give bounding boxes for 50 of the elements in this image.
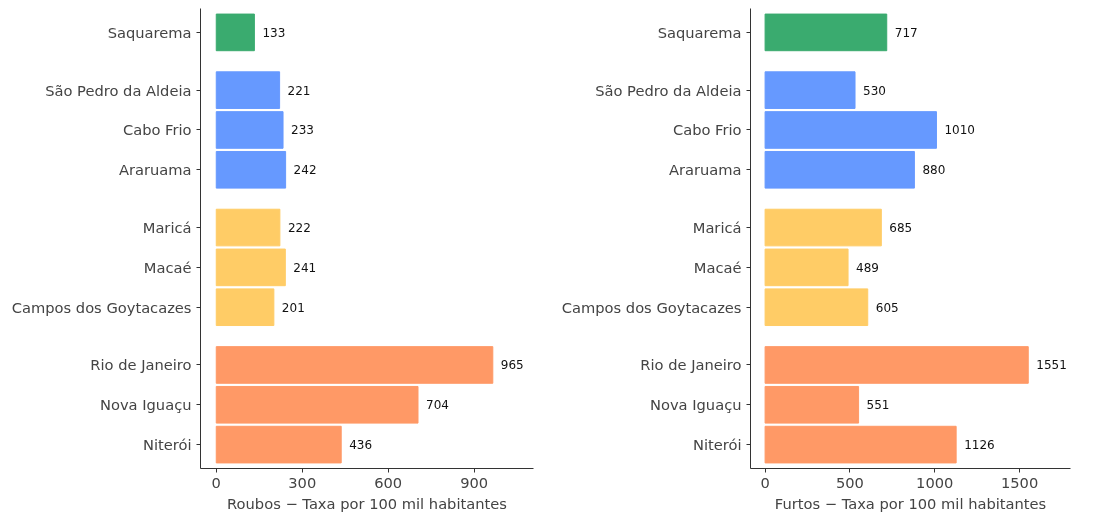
data-label: 221 xyxy=(287,83,311,98)
y-tick-label: Cabo Frio xyxy=(122,121,192,139)
y-tick-label: Saquarema xyxy=(107,23,192,41)
y-tick-label: Saquarema xyxy=(657,23,742,41)
x-tick-label: 600 xyxy=(374,473,403,491)
y-tick-label: Araruama xyxy=(668,161,742,179)
data-label: 222 xyxy=(287,221,311,236)
y-tick-label: Niterói xyxy=(692,436,742,454)
x-axis-title: Furtos − Taxa por 100 mil habitantes xyxy=(774,494,1047,512)
y-tick-label: Macaé xyxy=(143,258,192,276)
data-label: 717 xyxy=(894,25,918,40)
y-tick-label: Niterói xyxy=(142,436,192,454)
y-tick-label: Campos dos Goytacazes xyxy=(561,298,742,316)
x-axis-title: Roubos − Taxa por 100 mil habitantes xyxy=(227,494,507,512)
data-label: 241 xyxy=(293,260,317,275)
y-tick-label: São Pedro da Aldeia xyxy=(595,81,742,99)
data-label: 133 xyxy=(262,25,286,40)
y-tick-label: Cabo Frio xyxy=(672,121,742,139)
data-label: 242 xyxy=(293,163,317,178)
data-label: 965 xyxy=(500,358,524,373)
data-label: 201 xyxy=(281,300,305,315)
x-tick-label: 1500 xyxy=(1000,473,1039,491)
x-tick-label: 900 xyxy=(460,473,489,491)
x-tick-label: 500 xyxy=(835,473,864,491)
x-tick-label: 1000 xyxy=(916,473,954,491)
x-tick-label: 0 xyxy=(211,473,221,491)
x-tick-label: 0 xyxy=(760,473,770,491)
y-tick-label: Rio de Janeiro xyxy=(640,356,742,374)
data-label: 1551 xyxy=(1036,358,1067,373)
data-label: 233 xyxy=(291,123,314,138)
y-tick-label: Maricá xyxy=(692,219,742,237)
y-tick-label: Araruama xyxy=(118,161,192,179)
y-tick-label: Campos dos Goytacazes xyxy=(11,298,192,316)
data-label: 880 xyxy=(922,163,946,178)
data-label: 1010 xyxy=(944,123,976,138)
data-label: 605 xyxy=(875,300,899,315)
data-label: 436 xyxy=(349,438,373,453)
y-tick-label: São Pedro da Aldeia xyxy=(45,81,192,99)
data-label: 704 xyxy=(426,398,449,413)
y-tick-label: Rio de Janeiro xyxy=(90,356,192,374)
x-tick-label: 300 xyxy=(288,473,317,491)
data-label: 685 xyxy=(889,221,913,236)
data-label: 530 xyxy=(863,83,886,98)
y-tick-label: Maricá xyxy=(142,219,192,237)
data-label: 1126 xyxy=(964,438,995,453)
y-tick-label: Nova Iguaçu xyxy=(100,396,192,414)
y-tick-label: Macaé xyxy=(693,258,742,276)
data-label: 551 xyxy=(866,398,890,413)
y-tick-label: Nova Iguaçu xyxy=(650,396,742,414)
data-label: 489 xyxy=(856,260,879,275)
